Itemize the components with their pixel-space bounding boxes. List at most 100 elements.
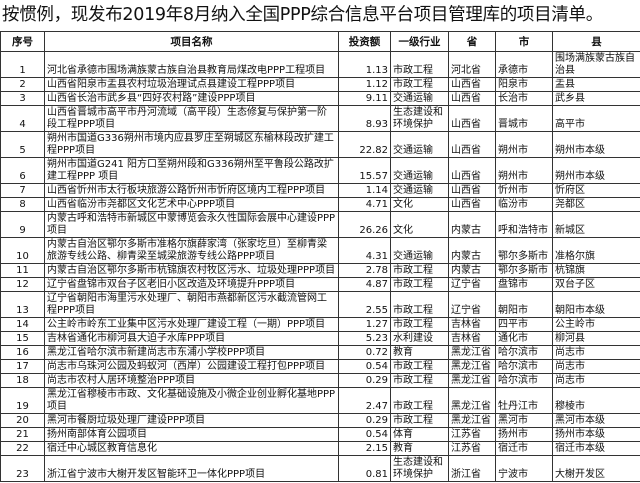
cell-project-name: 山西省阳泉市盂县农村垃圾治理试点县建设工程PPP项目 (44, 77, 339, 92)
cell-city: 长治市 (495, 91, 553, 106)
cell-county: 朔州市本级 (552, 157, 640, 184)
cell-index: 11 (0, 263, 45, 278)
cell-city: 阳泉市 (495, 77, 553, 92)
cell-industry: 市政工程 (390, 359, 449, 374)
cell-county: 尧都区 (552, 197, 640, 212)
cell-county: 黑河市本级 (552, 413, 640, 428)
cell-index: 19 (0, 387, 45, 414)
cell-index: 8 (0, 197, 45, 212)
cell-project-name: 朔州市国道G336朔州市境内应县罗庄至朔城区东榆林段改扩建工程PPP项目 (44, 131, 339, 158)
cell-province: 江苏省 (448, 427, 496, 442)
cell-county: 朝阳市本级 (552, 291, 640, 318)
table-row: 6 朔州市国道G241 阳方口至朔州段和G336朔州至平鲁段公路改扩建工程PPP … (0, 157, 640, 184)
cell-investment: 0.54 (338, 427, 391, 442)
cell-investment: 1.12 (338, 77, 391, 92)
cell-project-name: 吉林省通化市柳河县大迫子水库PPP项目 (44, 331, 339, 346)
cell-index: 15 (0, 331, 45, 346)
cell-city: 朝阳市 (495, 291, 553, 318)
cell-industry: 文化 (390, 211, 449, 238)
cell-county: 忻府区 (552, 183, 640, 198)
cell-industry: 市政工程 (390, 263, 449, 278)
cell-industry: 交通运输 (390, 157, 449, 184)
cell-project-name: 辽宁省朝阳市海里污水处理厂、朝阳市燕都新区污水截流管网工程PPP项目 (44, 291, 339, 318)
cell-index: 6 (0, 157, 45, 184)
table-row: 22 宿迁中心城区教育信息化 2.15 教育 江苏省 宿迁市 宿迁市本级 (0, 441, 640, 456)
cell-province: 浙江省 (448, 455, 496, 482)
cell-investment: 0.29 (338, 413, 391, 428)
cell-industry: 水利建设 (390, 331, 449, 346)
cell-project-name: 宿迁中心城区教育信息化 (44, 441, 339, 456)
cell-project-name: 山西省长治市武乡县“四好农村路”建设PPP项目 (44, 91, 339, 106)
cell-county: 武乡县 (552, 91, 640, 106)
cell-industry: 文化 (390, 197, 449, 212)
cell-industry: 生态建设和环境保护 (390, 455, 449, 482)
cell-city: 哈尔滨市 (495, 359, 553, 374)
table-header: 序号 项目名称 投资额 一级行业 省 市 县 (0, 31, 640, 52)
cell-province: 黑龙江省 (448, 387, 496, 414)
cell-province: 山西省 (448, 131, 496, 158)
cell-project-name: 浙江省宁波市大榭开发区智能环卫一体化PPP项目 (44, 455, 339, 482)
cell-province: 山西省 (448, 197, 496, 212)
cell-investment: 4.71 (338, 197, 391, 212)
cell-industry: 生态建设和环境保护 (390, 105, 449, 132)
cell-city: 扬州市 (495, 427, 553, 442)
table-row: 7 山西省忻州市太行板块旅游公路忻州市忻府区境内工程PPP项目 1.14 交通运输 山西… (0, 183, 640, 198)
cell-province: 河北省 (448, 51, 496, 78)
header-province: 省 (448, 31, 496, 52)
cell-index: 2 (0, 77, 45, 92)
cell-county: 朔州市本级 (552, 131, 640, 158)
cell-project-name: 尚志市农村人居环境整治PPP项目 (44, 373, 339, 388)
cell-county: 高平市 (552, 105, 640, 132)
cell-project-name: 扬州南部体育公园项目 (44, 427, 339, 442)
cell-county: 围场满族蒙古族自治县 (552, 51, 640, 78)
cell-province: 江苏省 (448, 441, 496, 456)
cell-industry: 交通运输 (390, 237, 449, 264)
cell-city: 鄂尔多斯市 (495, 237, 553, 264)
cell-index: 21 (0, 427, 45, 442)
cell-city: 呼和浩特市 (495, 211, 553, 238)
table-row: 1 河北省承德市围场满族蒙古族自治县教育局煤改电PPP工程项目 1.13 市政工程 河北… (0, 51, 640, 78)
cell-province: 吉林省 (448, 317, 496, 332)
cell-index: 1 (0, 51, 45, 78)
cell-industry: 市政工程 (390, 387, 449, 414)
cell-project-name: 黑龙江省穆棱市市政、文化基础设施及小微企业创业孵化基地PPP项目 (44, 387, 339, 414)
table-row: 5 朔州市国道G336朔州市境内应县罗庄至朔城区东榆林段改扩建工程PPP项目 22.… (0, 131, 640, 158)
cell-city: 忻州市 (495, 183, 553, 198)
cell-index: 22 (0, 441, 45, 456)
cell-index: 9 (0, 211, 45, 238)
cell-industry: 教育 (390, 441, 449, 456)
cell-project-name: 黑河市餐厨垃圾处理厂建设PPP项目 (44, 413, 339, 428)
cell-index: 13 (0, 291, 45, 318)
cell-county: 盂县 (552, 77, 640, 92)
page-title: 按惯例，现发布2019年8月纳入全国PPP综合信息平台项目管理库的项目清单。 (2, 5, 603, 25)
cell-county: 宿迁市本级 (552, 441, 640, 456)
table-row: 4 山西省晋城市高平市丹河流域（高平段）生态修复与保护第一阶段工程PPP项目 8.9… (0, 105, 640, 132)
cell-investment: 4.31 (338, 237, 391, 264)
cell-province: 山西省 (448, 77, 496, 92)
cell-investment: 1.13 (338, 51, 391, 78)
cell-project-name: 山西省晋城市高平市丹河流域（高平段）生态修复与保护第一阶段工程PPP项目 (44, 105, 339, 132)
cell-city: 通化市 (495, 331, 553, 346)
cell-city: 黑河市 (495, 413, 553, 428)
table-row: 12 辽宁省盘锦市双台子区老旧小区改造及环境提升PPP项目 4.87 市政工程 辽宁省盘… (0, 277, 640, 292)
cell-index: 18 (0, 373, 45, 388)
cell-city: 临汾市 (495, 197, 553, 212)
cell-county: 尚志市 (552, 373, 640, 388)
table-row: 15 吉林省通化市柳河县大迫子水库PPP项目 5.23 水利建设 吉林省 通化市 柳河县 (0, 331, 640, 346)
table-row: 18 尚志市农村人居环境整治PPP项目 0.29 市政工程 黑龙江省 哈尔滨市 尚志市 (0, 373, 640, 388)
cell-county: 柳河县 (552, 331, 640, 346)
table-row: 9 内蒙古呼和浩特市新城区中蒙博览会永久性国际会展中心建设PPP项目 26.26 文化… (0, 211, 640, 238)
cell-city: 晋城市 (495, 105, 553, 132)
cell-industry: 市政工程 (390, 317, 449, 332)
cell-province: 黑龙江省 (448, 359, 496, 374)
cell-city: 朔州市 (495, 131, 553, 158)
table-row: 14 公主岭市岭东工业集中区污水处理厂建设工程（一期）PPP项目 1.27 市政工程吉… (0, 317, 640, 332)
cell-industry: 市政工程 (390, 51, 449, 78)
cell-investment: 15.57 (338, 157, 391, 184)
header-investment: 投资额 (338, 31, 391, 52)
cell-project-name: 内蒙古自治区鄂尔多斯市杭锦旗农村牧区污水、垃圾处理PPP项目 (44, 263, 339, 278)
table-row: 2 山西省阳泉市盂县农村垃圾治理试点县建设工程PPP项目 1.12 市政工程 山西省 阳泉… (0, 77, 640, 92)
cell-investment: 22.82 (338, 131, 391, 158)
cell-province: 黑龙江省 (448, 345, 496, 360)
cell-project-name: 内蒙古呼和浩特市新城区中蒙博览会永久性国际会展中心建设PPP项目 (44, 211, 339, 238)
